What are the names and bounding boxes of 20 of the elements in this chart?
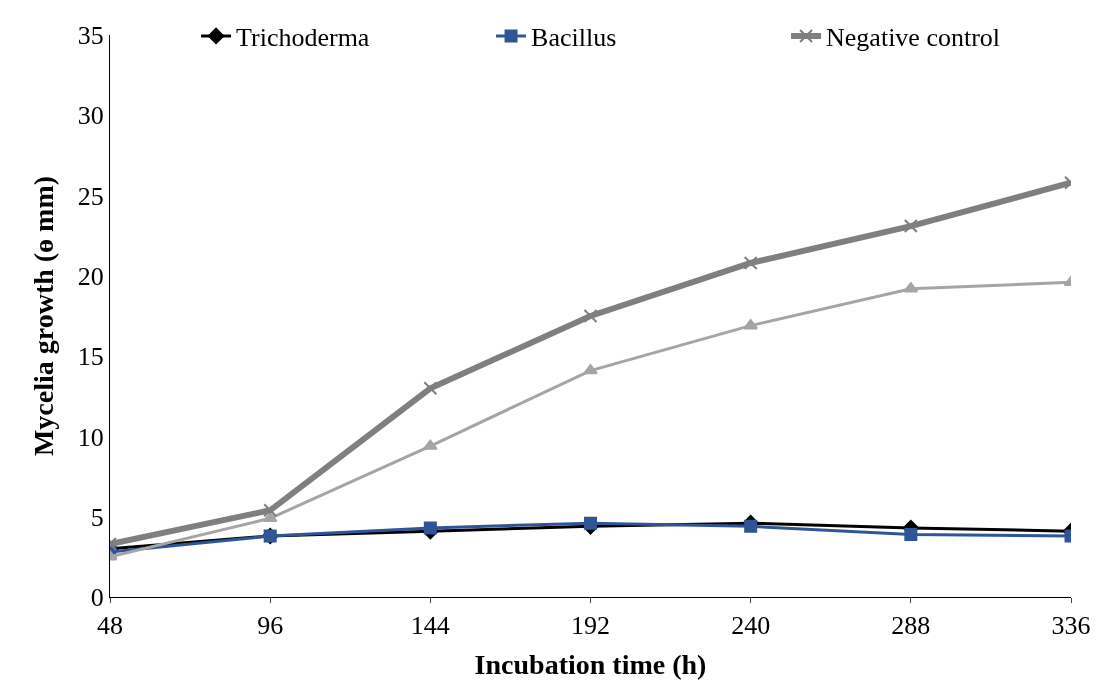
y-tick-label: 0 xyxy=(90,583,104,613)
x-tick-label: 288 xyxy=(891,611,931,641)
x-tick-label: 192 xyxy=(571,611,610,641)
legend-label: Trichoderma xyxy=(236,23,370,53)
y-tick-label: 35 xyxy=(77,21,104,51)
legend-label: Negative control xyxy=(826,23,1001,53)
y-tick-label: 25 xyxy=(77,181,104,211)
x-tick-label: 240 xyxy=(731,611,771,641)
x-tick-label: 48 xyxy=(97,611,123,641)
y-axis-title: Mycelia growth (ɵ mm) xyxy=(28,175,60,457)
x-tick-label: 336 xyxy=(1051,611,1091,641)
y-tick-label: 5 xyxy=(90,502,104,532)
legend-label: Bacillus xyxy=(531,23,617,53)
y-tick-label: 20 xyxy=(77,261,104,291)
x-tick-label: 144 xyxy=(410,611,450,641)
y-tick-label: 10 xyxy=(77,422,104,452)
y-tick-label: 15 xyxy=(77,342,104,372)
x-tick-label: 96 xyxy=(257,611,284,641)
y-tick-label: 30 xyxy=(77,101,104,131)
x-axis-title: Incubation time (h) xyxy=(474,649,707,681)
